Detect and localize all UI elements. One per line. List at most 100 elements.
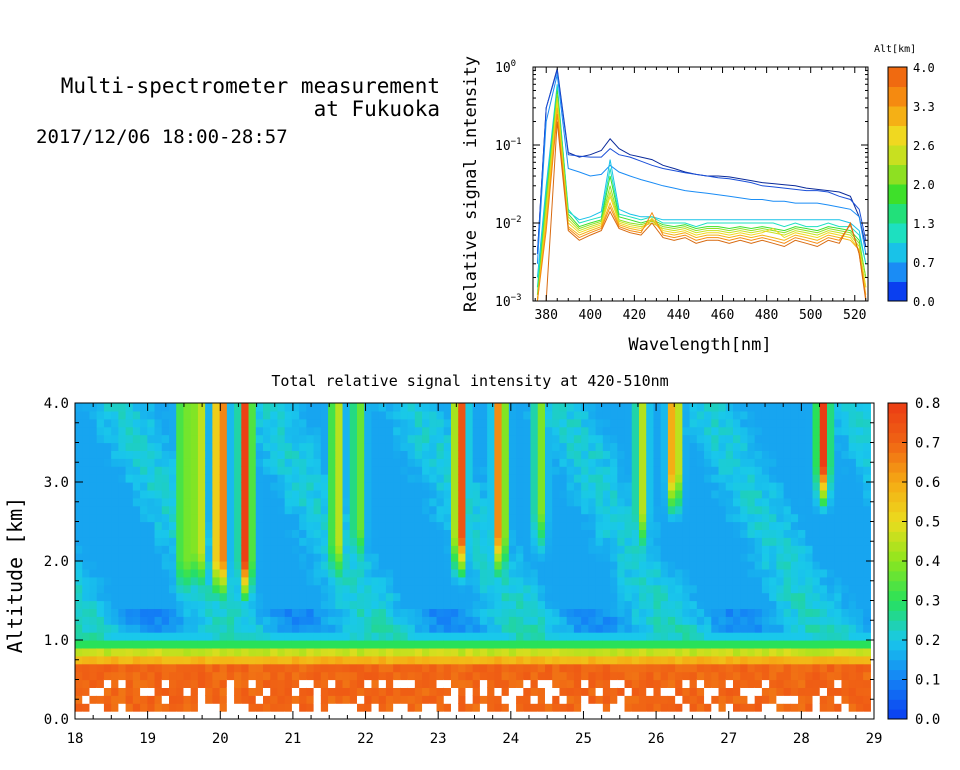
heatmap-cell	[696, 450, 705, 459]
spectrum-series-line-10	[536, 113, 867, 301]
heatmap-cell	[704, 434, 712, 444]
heatmap-cell	[790, 592, 799, 602]
heatmap-cell	[125, 482, 134, 491]
heatmap-cell	[147, 616, 156, 625]
heatmap-cell	[291, 711, 300, 720]
heatmap-cell	[103, 647, 112, 657]
heatmap-cell	[552, 711, 561, 720]
heatmap-cell	[537, 632, 546, 641]
heatmap-cell	[472, 553, 481, 562]
heatmap-cell	[183, 608, 192, 617]
heatmap-cell	[602, 450, 611, 459]
heatmap-cell	[385, 418, 394, 428]
heatmap-cell	[414, 616, 423, 625]
heatmap-cell	[103, 695, 112, 704]
heatmap-cell	[234, 466, 242, 475]
heatmap-cell	[436, 482, 445, 491]
heatmap-cell	[841, 568, 850, 578]
heatmap-cell	[414, 576, 423, 586]
heatmap-cell	[422, 711, 430, 720]
heatmap-cell	[176, 624, 185, 633]
heatmap-cell	[154, 584, 163, 594]
heatmap-cell	[472, 513, 481, 523]
heatmap-cell	[118, 529, 127, 538]
heatmap-cell	[234, 497, 242, 507]
heatmap-cell	[834, 616, 843, 625]
heatmap-cell	[197, 521, 206, 530]
heatmap-cell	[234, 647, 242, 657]
heatmap-cell	[581, 442, 589, 451]
heatmap-cell	[140, 513, 148, 523]
heatmap-cell	[270, 497, 279, 507]
heatmap-cell	[638, 410, 647, 420]
heatmap-cell	[89, 474, 98, 483]
heatmap-cell	[140, 505, 148, 515]
heatmap-cell	[342, 679, 351, 688]
heatmap-cell	[183, 545, 192, 554]
heatmap-cell	[602, 600, 611, 609]
heatmap-cell	[212, 513, 221, 523]
heatmap-cell	[863, 489, 871, 499]
heatmap-cell	[501, 426, 510, 436]
heatmap-cell	[740, 418, 749, 428]
heatmap-cell	[834, 545, 843, 554]
heatmap-cell	[212, 695, 221, 704]
heatmap-cell	[75, 505, 83, 515]
heatmap-cell	[863, 458, 871, 467]
heatmap-cell	[653, 403, 662, 412]
heatmap-cell	[443, 418, 452, 428]
heatmap-cell	[356, 600, 365, 609]
heatmap-cell	[270, 632, 279, 641]
heatmap-cell	[848, 663, 857, 673]
heatmap-cell	[422, 537, 430, 546]
heatmap-cell	[479, 529, 488, 538]
heatmap-cell	[364, 616, 373, 625]
heatmap-cell	[111, 497, 119, 507]
heatmap-cell	[248, 497, 257, 507]
heatmap-cell	[798, 584, 806, 594]
heatmap-cell	[479, 616, 488, 625]
heatmap-cell	[429, 647, 438, 657]
heatmap-cell	[653, 450, 662, 459]
heatmap-cell	[769, 434, 777, 444]
heatmap-cell	[573, 584, 582, 594]
heatmap-cell	[342, 474, 351, 483]
heatmap-cell	[140, 663, 148, 673]
heatmap-cell	[140, 418, 148, 428]
heatmap-cell	[769, 442, 777, 451]
heatmap-cell	[487, 655, 495, 665]
heatmap-cell	[263, 663, 271, 673]
heatmap-cell	[320, 545, 329, 554]
heatmap-cell	[103, 434, 112, 444]
heatmap-cell	[161, 695, 170, 704]
heatmap-cell	[422, 458, 430, 467]
heatmap-cell	[595, 513, 604, 523]
heatmap-cell	[704, 537, 712, 546]
heatmap-cell	[704, 545, 712, 554]
heatmap-cell	[523, 711, 532, 720]
heatmap-cell	[812, 663, 821, 673]
heatmap-cell	[667, 616, 676, 625]
heatmap-cell	[638, 513, 647, 523]
heatmap-cell	[761, 608, 770, 617]
heatmap-cell	[559, 489, 568, 499]
heatmap-cell	[631, 529, 640, 538]
heatmap-cell	[682, 584, 691, 594]
heatmap-cell	[248, 418, 257, 428]
heatmap-cell	[573, 529, 582, 538]
intensity-colorbar-segment	[888, 590, 907, 601]
heatmap-cell	[270, 561, 279, 570]
heatmap-cell	[675, 450, 683, 459]
heatmap-cell	[740, 450, 749, 459]
heatmap-cell	[552, 687, 561, 696]
heatmap-cell	[696, 600, 705, 609]
heatmap-cell	[371, 537, 380, 546]
heatmap-cell	[595, 545, 604, 554]
heatmap-cell	[140, 450, 148, 459]
heatmap-cell	[834, 489, 843, 499]
heatmap-cell	[624, 663, 633, 673]
heatmap-cell	[559, 647, 568, 657]
heatmap-cell	[393, 576, 401, 586]
heatmap-cell	[501, 403, 510, 412]
heatmap-cell	[812, 671, 821, 681]
